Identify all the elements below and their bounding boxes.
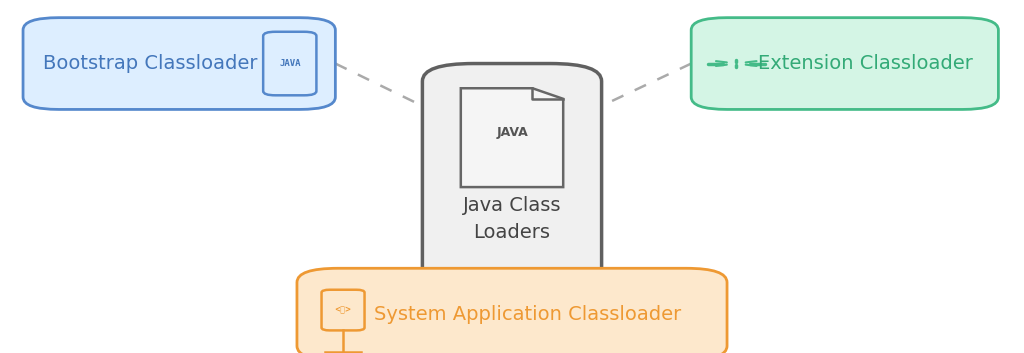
Text: <⎕>: <⎕>	[335, 306, 351, 315]
FancyBboxPatch shape	[691, 18, 998, 109]
FancyBboxPatch shape	[297, 268, 727, 353]
FancyBboxPatch shape	[263, 32, 316, 95]
Text: System Application Classloader: System Application Classloader	[374, 305, 681, 324]
Text: Java Class
Loaders: Java Class Loaders	[463, 196, 561, 241]
FancyBboxPatch shape	[23, 18, 336, 109]
Polygon shape	[461, 88, 563, 187]
Text: Extension Classloader: Extension Classloader	[758, 54, 973, 73]
Text: Bootstrap Classloader: Bootstrap Classloader	[43, 54, 258, 73]
FancyBboxPatch shape	[422, 64, 601, 318]
FancyBboxPatch shape	[322, 290, 365, 330]
Text: JAVA: JAVA	[496, 126, 528, 139]
Text: JAVA: JAVA	[280, 59, 300, 68]
